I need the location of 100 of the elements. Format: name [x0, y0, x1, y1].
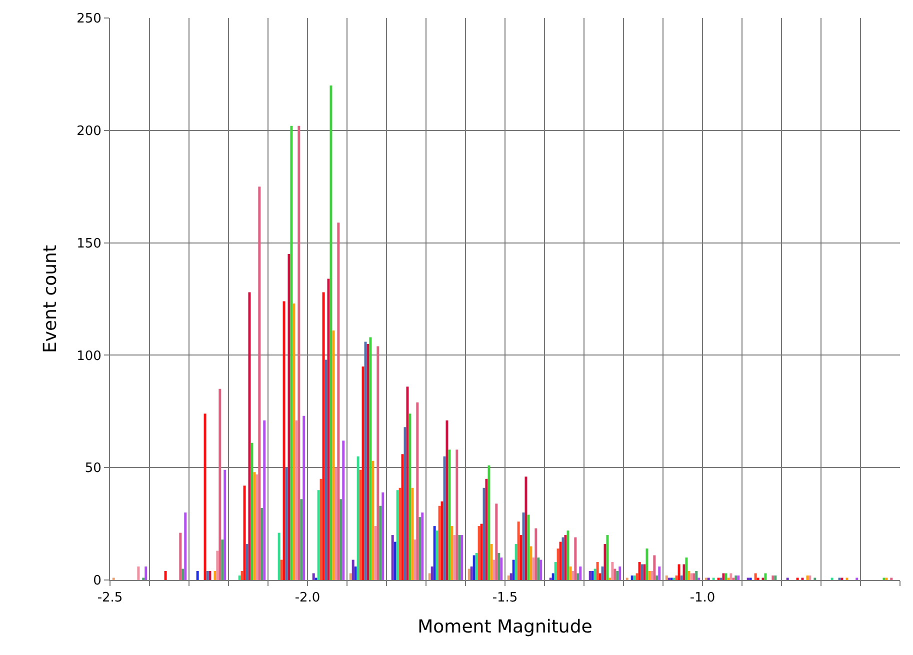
bar	[334, 468, 338, 580]
bar	[646, 548, 648, 580]
bar	[630, 576, 634, 580]
bar	[648, 571, 651, 580]
bar	[596, 562, 599, 580]
bar	[352, 560, 354, 580]
bar	[458, 535, 461, 580]
x-tick-label: -1.5	[492, 590, 518, 606]
bar	[616, 571, 619, 580]
bar	[636, 573, 638, 580]
bar	[401, 454, 404, 580]
bar	[430, 566, 434, 580]
bar	[468, 568, 470, 580]
bar	[572, 571, 574, 580]
bar	[472, 555, 476, 580]
x-tick-label: -2.0	[294, 590, 320, 606]
bar	[724, 573, 728, 580]
bar	[280, 560, 283, 580]
bar	[214, 571, 216, 580]
bar	[688, 571, 690, 580]
bar	[618, 566, 622, 580]
bar	[246, 544, 248, 580]
bar	[372, 460, 374, 580]
bar	[737, 576, 740, 580]
bar	[685, 558, 688, 580]
bar	[398, 488, 402, 580]
bar	[258, 186, 261, 580]
bar	[337, 222, 340, 580]
bar	[680, 576, 683, 580]
bar	[440, 501, 444, 580]
bar	[448, 450, 451, 580]
bar	[534, 528, 538, 580]
bar	[391, 535, 394, 580]
bar	[650, 571, 654, 580]
bar	[408, 414, 412, 580]
bar	[806, 576, 809, 580]
bar	[633, 576, 636, 580]
bar	[588, 571, 592, 580]
bar	[414, 540, 416, 580]
bar	[591, 571, 594, 580]
bar	[510, 573, 512, 580]
bar	[359, 470, 362, 580]
bar	[734, 576, 738, 580]
bar	[480, 524, 483, 580]
bar	[517, 522, 520, 580]
bar	[379, 506, 382, 580]
bar	[653, 555, 656, 580]
bar	[598, 573, 602, 580]
bar	[490, 544, 493, 580]
bar	[394, 542, 396, 580]
bar	[675, 576, 678, 580]
bar	[569, 566, 572, 580]
bar	[260, 508, 264, 580]
bar	[507, 576, 510, 580]
bar	[433, 526, 436, 580]
bar	[640, 564, 644, 580]
bar	[376, 346, 380, 580]
bar	[364, 342, 367, 580]
bar	[396, 490, 399, 580]
bar	[656, 576, 658, 580]
bar	[512, 560, 515, 580]
bar	[495, 504, 498, 580]
bar	[559, 542, 562, 580]
bar	[665, 576, 668, 580]
bar	[522, 512, 525, 580]
y-tick-label: 200	[76, 124, 102, 139]
bar	[443, 456, 446, 580]
bar	[411, 488, 414, 580]
bar	[594, 568, 596, 580]
bar	[204, 414, 206, 580]
bar	[556, 548, 560, 580]
bar	[418, 517, 422, 580]
bar	[540, 560, 542, 580]
bar	[320, 478, 322, 580]
bar	[221, 540, 224, 580]
bar	[179, 532, 182, 580]
bar	[537, 558, 540, 580]
bar	[658, 566, 661, 580]
bar	[374, 526, 377, 580]
bar	[482, 488, 486, 580]
bar	[527, 514, 530, 580]
bar	[566, 530, 570, 580]
bar	[290, 126, 293, 580]
y-tick-label: 250	[76, 12, 102, 27]
bar	[532, 558, 535, 580]
bar	[354, 566, 357, 580]
bar	[562, 537, 564, 580]
bar	[611, 562, 614, 580]
bar	[369, 337, 372, 580]
bar	[492, 560, 496, 580]
bar	[382, 492, 384, 580]
bar	[470, 566, 473, 580]
bar	[453, 535, 456, 580]
bar	[295, 420, 298, 580]
bar	[238, 576, 241, 580]
bar	[137, 566, 140, 580]
bar	[500, 558, 503, 580]
bar	[438, 506, 441, 580]
bar	[808, 576, 812, 580]
bar	[362, 366, 364, 580]
